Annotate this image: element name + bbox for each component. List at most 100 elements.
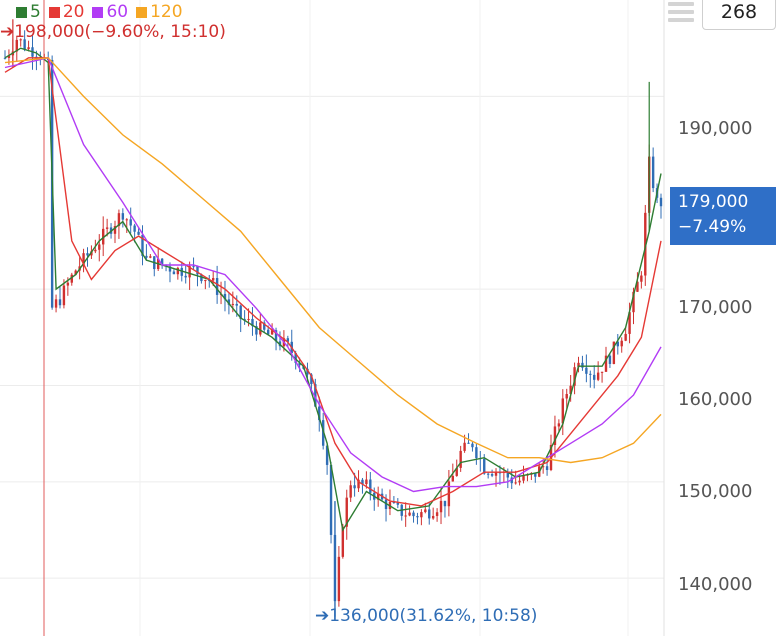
candle-body <box>475 447 478 459</box>
candle-body <box>184 275 187 278</box>
candle-body <box>620 340 623 347</box>
candle-body <box>640 275 643 282</box>
low-price-label: ➔136,000(31.62%, 10:58) <box>315 606 538 626</box>
candle-body <box>251 318 254 327</box>
candle-body <box>117 213 121 227</box>
candle-body <box>439 500 443 513</box>
ma-line-5 <box>4 47 662 532</box>
ma-line-60 <box>4 56 662 493</box>
candle-body <box>561 398 564 424</box>
candle-body <box>321 420 325 446</box>
y-tick-label: 170,000 <box>678 297 753 318</box>
candle-body <box>353 485 356 489</box>
candle-body <box>392 501 396 503</box>
candle-body <box>172 271 176 275</box>
candle-body <box>557 423 561 427</box>
candle-body <box>176 267 180 275</box>
candle-body <box>412 512 415 517</box>
candle-body <box>632 291 635 313</box>
candle-body <box>15 39 18 52</box>
candle-body <box>420 512 423 518</box>
candle-body <box>341 526 345 557</box>
candle-body <box>325 445 329 465</box>
candle-body <box>204 280 207 282</box>
candle-body <box>243 318 246 320</box>
candle-body <box>329 464 333 535</box>
candle-body <box>376 493 380 500</box>
candle-body <box>259 322 262 335</box>
candle-body <box>369 479 372 493</box>
candle-body <box>357 479 360 489</box>
ma-line-120 <box>4 57 662 464</box>
legend-swatch-5 <box>16 6 27 18</box>
y-tick-label: 160,000 <box>678 389 753 410</box>
candle-body <box>593 374 596 380</box>
candle-body <box>349 485 352 498</box>
candle-body <box>263 322 266 330</box>
candle-body <box>102 228 105 245</box>
candle-body <box>522 475 525 481</box>
candle-body <box>337 556 341 602</box>
candle-body <box>361 479 364 485</box>
ma-line-20 <box>4 57 662 507</box>
candle-body <box>616 341 619 347</box>
candle-body <box>534 473 537 477</box>
candle-body <box>98 244 101 250</box>
candle-body <box>247 318 250 320</box>
candle-body <box>294 353 297 363</box>
candle-body <box>506 471 510 478</box>
candle-body <box>644 212 647 276</box>
candle-body <box>137 231 140 235</box>
candle-body <box>514 482 517 484</box>
candle-body <box>23 39 26 50</box>
candle-body <box>255 326 258 335</box>
y-tick-label: 190,000 <box>678 118 753 139</box>
candle-body <box>239 305 242 319</box>
legend-item-60: 60 <box>92 2 128 22</box>
candle-body <box>518 480 521 483</box>
candle-body <box>298 362 301 366</box>
candle-body <box>581 362 584 368</box>
candle-body <box>596 372 600 380</box>
candle-body <box>66 282 70 286</box>
candle-body <box>483 458 486 474</box>
candle-body <box>577 362 580 368</box>
legend-swatch-60 <box>92 6 104 18</box>
candle-body <box>408 512 411 516</box>
candle-body <box>451 475 455 482</box>
candle-body <box>113 226 117 234</box>
candle-body <box>624 333 627 341</box>
candle-body <box>306 368 309 375</box>
candle-body <box>125 219 128 221</box>
menu-icon[interactable] <box>668 2 694 26</box>
candle-body <box>651 156 655 189</box>
candle-body <box>365 479 368 485</box>
candle-body <box>455 467 458 476</box>
candle-body <box>467 442 470 444</box>
candle-body <box>486 473 490 475</box>
candle-body <box>180 267 183 276</box>
candle-body <box>141 234 144 256</box>
candle-body <box>227 299 231 305</box>
candle-body <box>612 341 616 364</box>
candle-body <box>585 367 588 374</box>
count-selector[interactable]: 268 <box>702 0 776 30</box>
candle-body <box>266 329 270 335</box>
candle-body <box>553 426 557 445</box>
candle-body <box>443 500 447 507</box>
candle-body <box>659 197 663 207</box>
candle-body <box>565 394 568 399</box>
candle-body <box>208 280 211 282</box>
candle-body <box>121 213 125 220</box>
candle-body <box>318 406 321 421</box>
candle-body <box>62 285 66 306</box>
legend-label-60: 60 <box>106 2 129 22</box>
candle-body <box>27 47 30 50</box>
candle-body <box>54 299 58 308</box>
candle-body <box>545 466 549 470</box>
candle-body <box>160 258 164 266</box>
current-price-box: 179,000 −7.49% <box>670 187 776 245</box>
candle-body <box>133 225 136 232</box>
candle-body <box>600 371 604 373</box>
